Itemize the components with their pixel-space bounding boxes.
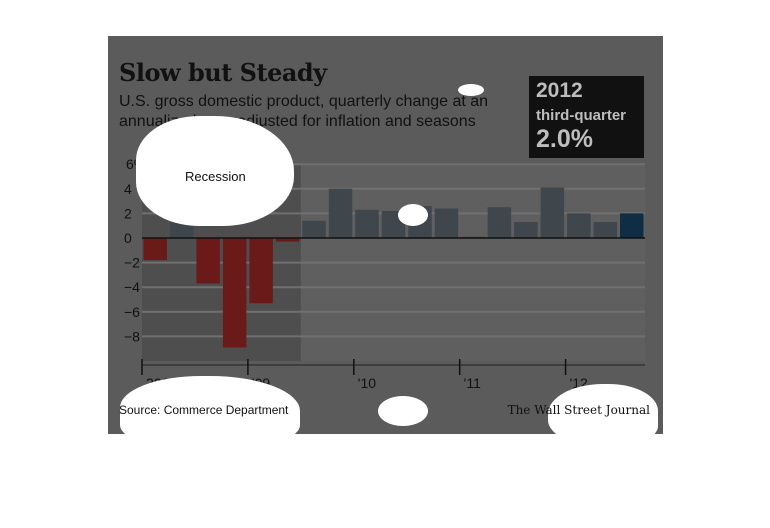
white-blob-small xyxy=(398,204,428,226)
y-tick-label: 4 xyxy=(124,181,132,197)
y-tick-label: 2 xyxy=(124,205,132,221)
y-tick-label: −8 xyxy=(124,328,140,344)
source-note: Source: Commerce Department xyxy=(119,403,289,417)
bar-2011-q2 xyxy=(487,207,512,238)
white-blob-bottom-left xyxy=(120,376,300,434)
x-tick-label: '11 xyxy=(464,375,481,391)
bar-2011-q4 xyxy=(540,187,565,238)
bar-2012-q2 xyxy=(593,222,618,238)
bar-2010-q4 xyxy=(434,208,459,238)
chart-panel: 6%420−2−4−6−8 2008'09'10'11'12 Slow but … xyxy=(108,36,663,434)
callout-year: 2012 xyxy=(536,79,583,102)
bar-2012-q1 xyxy=(567,213,591,238)
chart-title: Slow but Steady xyxy=(119,58,327,87)
bar-2009-q1 xyxy=(249,238,273,304)
white-blob-large xyxy=(136,116,294,226)
recession-label: Recession xyxy=(185,169,246,184)
white-blob-tiny xyxy=(458,84,484,96)
callout-value: 2.0% xyxy=(536,125,593,153)
y-tick-label: −2 xyxy=(124,255,140,271)
bar-2009-q3 xyxy=(302,220,326,238)
bar-2012-q3 xyxy=(620,213,644,238)
bar-2009-q4 xyxy=(328,188,353,238)
publisher-credit: The Wall Street Journal xyxy=(507,403,650,417)
white-blob-bottom-mid xyxy=(378,396,428,426)
callout-box: 2012 third-quarter 2.0% xyxy=(529,76,644,158)
white-blob-bottom-right xyxy=(548,384,658,434)
y-tick-label: −6 xyxy=(124,304,140,320)
bar-2011-q3 xyxy=(514,222,538,238)
x-tick-label: '10 xyxy=(358,375,376,391)
callout-label: third-quarter xyxy=(536,107,626,124)
bar-2009-q2 xyxy=(275,238,300,242)
bar-2010-q1 xyxy=(355,209,379,238)
bar-2008-q4 xyxy=(222,238,247,348)
y-tick-label: 0 xyxy=(124,230,132,246)
y-tick-label: −4 xyxy=(124,279,140,295)
bar-2008-q1 xyxy=(143,238,167,261)
bar-2008-q3 xyxy=(196,238,220,284)
bar-2008-q2 xyxy=(169,222,194,238)
